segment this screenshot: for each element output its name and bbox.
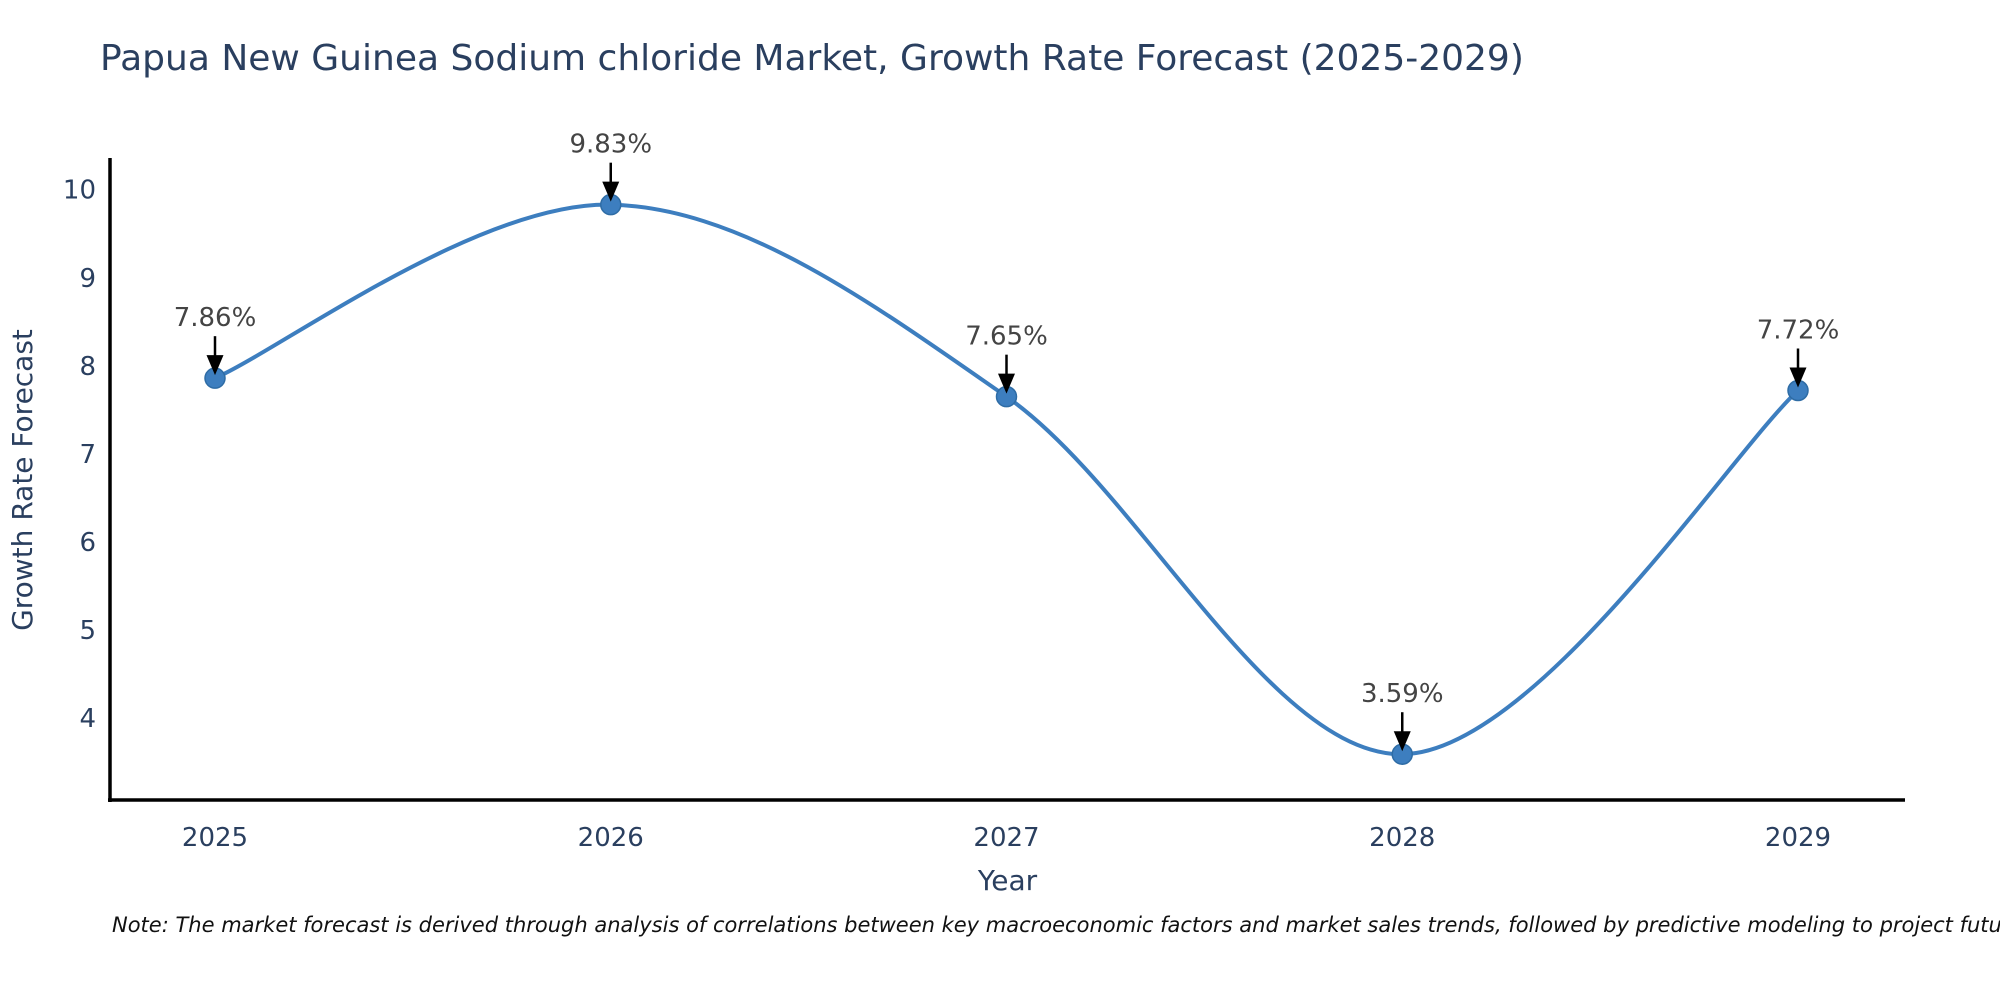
y-tick-label: 7 [79, 440, 96, 470]
y-tick-label: 9 [79, 264, 96, 294]
annotation-arrowhead-icon [998, 373, 1015, 394]
x-tick-label: 2029 [1765, 823, 1831, 853]
point-annotation-label: 9.83% [569, 130, 652, 160]
y-tick-label: 4 [79, 704, 96, 734]
y-tick-label: 8 [79, 352, 96, 382]
y-tick-label: 5 [79, 616, 96, 646]
series-line [214, 202, 1800, 757]
annotation-arrowhead-icon [1789, 367, 1807, 388]
point-annotation-label: 7.65% [965, 322, 1048, 352]
point-annotation-label: 3.59% [1361, 679, 1444, 709]
point-annotation-label: 7.72% [1757, 315, 1840, 345]
y-tick-label: 6 [79, 528, 96, 558]
chart-title: Papua New Guinea Sodium chloride Market,… [100, 38, 1524, 79]
y-axis-title: Growth Rate Forecast [6, 329, 39, 631]
annotation-arrowhead-icon [1393, 731, 1411, 752]
annotation-arrowhead-icon [602, 181, 620, 202]
point-annotation-label: 7.86% [174, 303, 257, 333]
annotation-arrowhead-icon [206, 355, 224, 376]
footnote: Note: The market forecast is derived thr… [112, 913, 2000, 937]
x-axis-title: Year [977, 864, 1038, 897]
x-tick-label: 2026 [578, 823, 644, 853]
x-tick-label: 2028 [1369, 823, 1435, 853]
y-tick-label: 10 [63, 176, 96, 206]
x-tick-label: 2027 [973, 823, 1039, 853]
x-tick-label: 2025 [182, 823, 248, 853]
